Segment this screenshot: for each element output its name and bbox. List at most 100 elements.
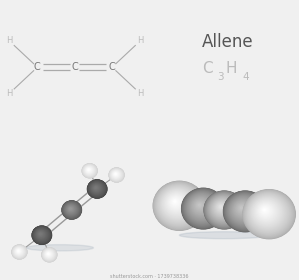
Circle shape — [88, 180, 107, 198]
Circle shape — [15, 248, 23, 256]
Text: H: H — [6, 89, 12, 98]
Text: C: C — [34, 62, 41, 72]
Circle shape — [84, 165, 95, 176]
Circle shape — [205, 192, 244, 228]
Circle shape — [209, 195, 238, 223]
Circle shape — [85, 166, 94, 174]
Circle shape — [43, 249, 55, 260]
Circle shape — [171, 198, 181, 207]
Circle shape — [215, 201, 229, 214]
Circle shape — [233, 200, 254, 220]
Circle shape — [240, 207, 242, 209]
Circle shape — [69, 208, 71, 210]
Circle shape — [156, 184, 202, 227]
Circle shape — [92, 184, 101, 192]
Circle shape — [39, 233, 42, 235]
Circle shape — [197, 203, 202, 208]
Circle shape — [114, 173, 117, 176]
Circle shape — [192, 198, 210, 215]
Circle shape — [226, 193, 264, 229]
Circle shape — [44, 250, 54, 259]
Circle shape — [113, 172, 119, 177]
Circle shape — [32, 226, 51, 244]
Circle shape — [261, 207, 269, 214]
Circle shape — [219, 206, 222, 208]
Circle shape — [195, 201, 206, 211]
Circle shape — [111, 170, 121, 179]
Circle shape — [112, 171, 120, 178]
Circle shape — [174, 201, 176, 202]
Circle shape — [33, 227, 50, 243]
Circle shape — [245, 192, 292, 236]
Circle shape — [46, 252, 51, 256]
Circle shape — [63, 202, 80, 217]
Circle shape — [110, 169, 123, 181]
Circle shape — [17, 249, 20, 253]
Circle shape — [231, 199, 255, 221]
Circle shape — [261, 207, 269, 214]
Circle shape — [86, 167, 92, 173]
Circle shape — [185, 192, 219, 224]
Circle shape — [93, 185, 100, 191]
Circle shape — [196, 202, 204, 209]
Circle shape — [217, 204, 225, 211]
Circle shape — [161, 188, 195, 220]
Text: H: H — [226, 61, 237, 76]
Circle shape — [35, 229, 48, 241]
Circle shape — [157, 185, 200, 225]
Circle shape — [231, 198, 257, 222]
Circle shape — [16, 248, 22, 254]
Circle shape — [243, 190, 295, 238]
Circle shape — [43, 249, 55, 260]
Circle shape — [87, 168, 91, 172]
Circle shape — [91, 183, 102, 193]
Circle shape — [85, 167, 93, 174]
Circle shape — [170, 197, 181, 207]
Circle shape — [250, 196, 286, 230]
Circle shape — [216, 202, 227, 213]
Circle shape — [86, 167, 92, 173]
Circle shape — [219, 205, 223, 209]
Circle shape — [16, 249, 21, 254]
Circle shape — [186, 192, 219, 223]
Circle shape — [113, 172, 119, 177]
Circle shape — [240, 207, 243, 209]
Circle shape — [82, 164, 97, 178]
Circle shape — [233, 200, 253, 218]
Circle shape — [256, 202, 277, 222]
Circle shape — [260, 205, 271, 216]
Circle shape — [190, 196, 214, 218]
Circle shape — [65, 204, 77, 215]
Circle shape — [16, 249, 21, 253]
Circle shape — [244, 191, 293, 237]
Circle shape — [115, 173, 116, 175]
Circle shape — [183, 190, 223, 227]
Circle shape — [215, 201, 229, 215]
Circle shape — [196, 202, 204, 209]
Circle shape — [218, 204, 224, 210]
Circle shape — [239, 206, 245, 211]
Circle shape — [215, 202, 228, 214]
Circle shape — [190, 197, 212, 217]
Circle shape — [160, 188, 196, 221]
Circle shape — [214, 200, 230, 216]
Circle shape — [227, 194, 262, 227]
Circle shape — [69, 208, 71, 210]
Circle shape — [173, 199, 178, 204]
Circle shape — [16, 249, 22, 254]
Circle shape — [112, 170, 121, 179]
Circle shape — [164, 191, 190, 216]
Circle shape — [115, 173, 117, 175]
Circle shape — [205, 192, 244, 228]
Circle shape — [112, 171, 120, 179]
Circle shape — [68, 207, 73, 211]
Circle shape — [84, 165, 94, 175]
Circle shape — [246, 193, 291, 234]
Circle shape — [111, 169, 122, 180]
Circle shape — [198, 204, 201, 206]
Circle shape — [236, 203, 249, 215]
Circle shape — [209, 195, 238, 223]
Circle shape — [88, 169, 90, 171]
Circle shape — [86, 167, 93, 174]
Circle shape — [115, 173, 116, 175]
